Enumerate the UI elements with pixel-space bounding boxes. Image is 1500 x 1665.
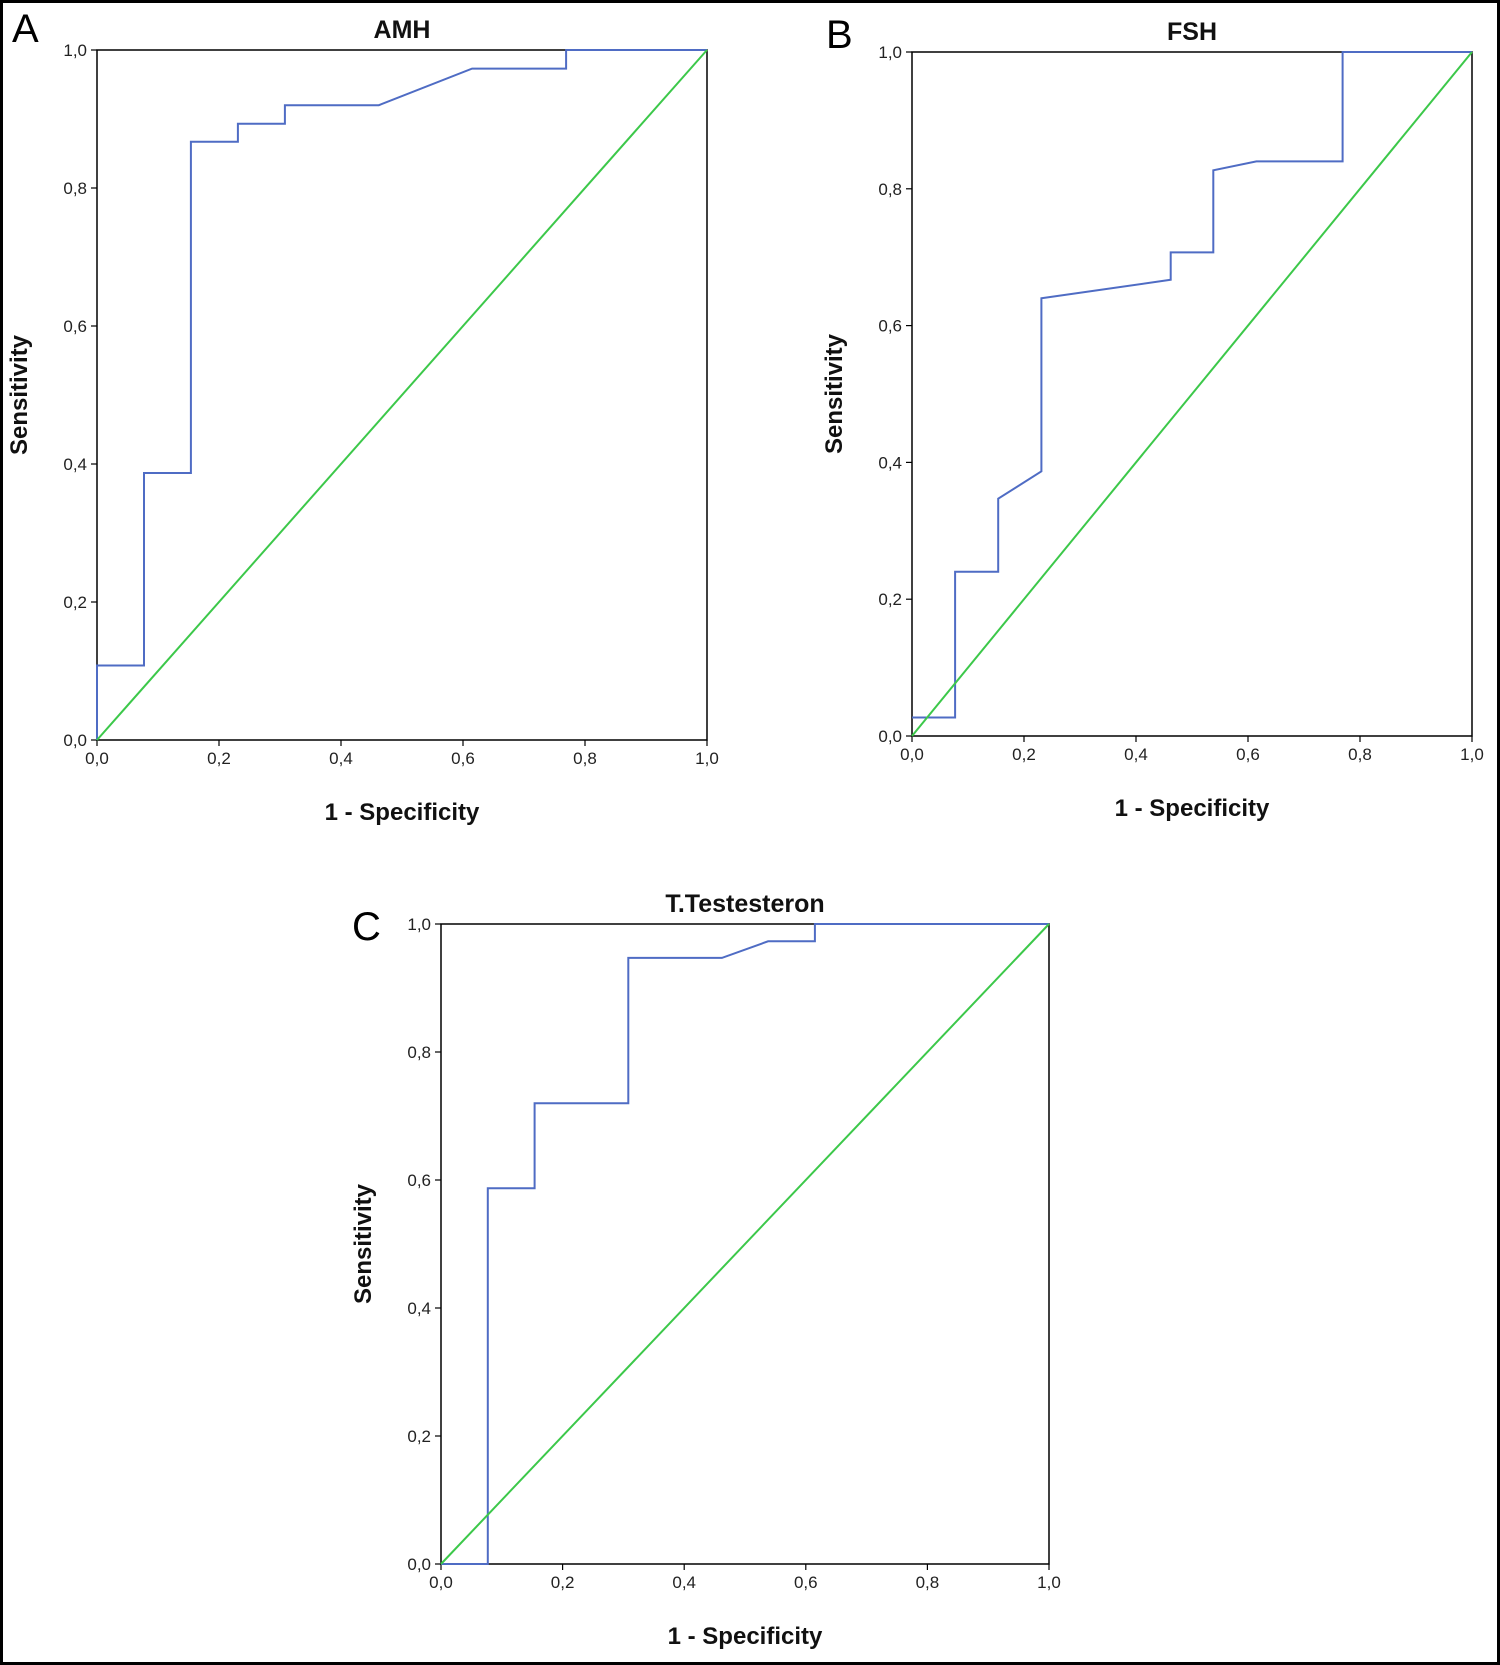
reference-diagonal-line xyxy=(911,51,1473,737)
x-tick-label: 0,4 xyxy=(672,1573,696,1592)
y-tick-label: 0,8 xyxy=(407,1043,431,1062)
x-tick-label: 0,6 xyxy=(794,1573,818,1592)
y-tick-label: 0,4 xyxy=(407,1299,431,1318)
chart-panel-c: C T.Testesteron 0,0 0,2 0,4 0,6 0,8 1,0 0,0 0,2 0,… xyxy=(350,890,1061,1650)
x-tick-label: 0,8 xyxy=(916,1573,940,1592)
x-axis-title: 1 - Specificity xyxy=(1115,795,1270,822)
x-tick-label: 0,0 xyxy=(85,749,109,768)
x-tick-label: 0,0 xyxy=(429,1573,453,1592)
y-tick-label: 0,2 xyxy=(407,1427,431,1446)
y-tick-label: 0,0 xyxy=(878,727,902,746)
y-tick-label: 0,8 xyxy=(63,179,87,198)
x-tick-label: 0,2 xyxy=(551,1573,575,1592)
x-tick-label: 0,6 xyxy=(451,749,475,768)
chart-title: FSH xyxy=(1167,18,1217,46)
x-tick-label: 0,4 xyxy=(329,749,353,768)
x-tick-label: 1,0 xyxy=(1460,745,1484,764)
x-tick-label: 0,0 xyxy=(900,745,924,764)
roc-curve-line xyxy=(96,49,707,740)
plot-frame xyxy=(911,51,1473,737)
x-tick-label: 0,2 xyxy=(207,749,231,768)
y-axis-title: Sensitivity xyxy=(821,333,848,454)
y-tick-label: 0,6 xyxy=(878,317,902,336)
y-tick-label: 1,0 xyxy=(878,43,902,62)
y-tick-label: 0,0 xyxy=(63,731,87,750)
reference-diagonal-line xyxy=(96,49,708,741)
y-tick-label: 1,0 xyxy=(63,41,87,60)
x-tick-label: 1,0 xyxy=(1037,1573,1061,1592)
x-tick-label: 0,6 xyxy=(1236,745,1260,764)
panel-letter: A xyxy=(12,7,39,51)
chart-title: AMH xyxy=(374,16,431,44)
y-tick-label: 0,2 xyxy=(63,593,87,612)
plot-frame xyxy=(96,49,708,741)
y-tick-label: 0,6 xyxy=(63,317,87,336)
x-tick-label: 0,4 xyxy=(1124,745,1148,764)
plot-frame xyxy=(440,923,1050,1565)
y-axis-title: Sensitivity xyxy=(6,334,33,455)
y-tick-label: 0,8 xyxy=(878,180,902,199)
x-tick-label: 0,8 xyxy=(573,749,597,768)
roc-curve-line xyxy=(441,923,1049,1565)
y-tick-label: 0,2 xyxy=(878,590,902,609)
y-tick-label: 0,4 xyxy=(63,455,87,474)
x-tick-label: 1,0 xyxy=(695,749,719,768)
x-axis-title: 1 - Specificity xyxy=(325,799,480,826)
chart-title: T.Testesteron xyxy=(665,890,824,918)
chart-panel-a: A AMH 0,0 0,2 0,4 0,6 0,8 1,0 0,0 0,2 0,4 0,6 0,8 1,0… xyxy=(6,7,719,826)
chart-panel-b: B FSH 0,0 0,2 0,4 0,6 0,8 1,0 0,0 0,2 0,4 0,6 0,8 1,0… xyxy=(821,13,1484,822)
y-tick-label: 0,4 xyxy=(878,453,902,472)
x-tick-label: 0,2 xyxy=(1012,745,1036,764)
y-axis-title: Sensitivity xyxy=(350,1183,377,1304)
roc-curve-line xyxy=(912,51,1472,719)
panel-letter: B xyxy=(826,13,853,57)
x-axis-title: 1 - Specificity xyxy=(668,1623,823,1650)
y-tick-label: 1,0 xyxy=(407,915,431,934)
panel-letter: C xyxy=(352,905,381,949)
y-tick-label: 0,0 xyxy=(407,1555,431,1574)
y-tick-label: 0,6 xyxy=(407,1171,431,1190)
reference-diagonal-line xyxy=(440,923,1050,1565)
x-tick-label: 0,8 xyxy=(1348,745,1372,764)
